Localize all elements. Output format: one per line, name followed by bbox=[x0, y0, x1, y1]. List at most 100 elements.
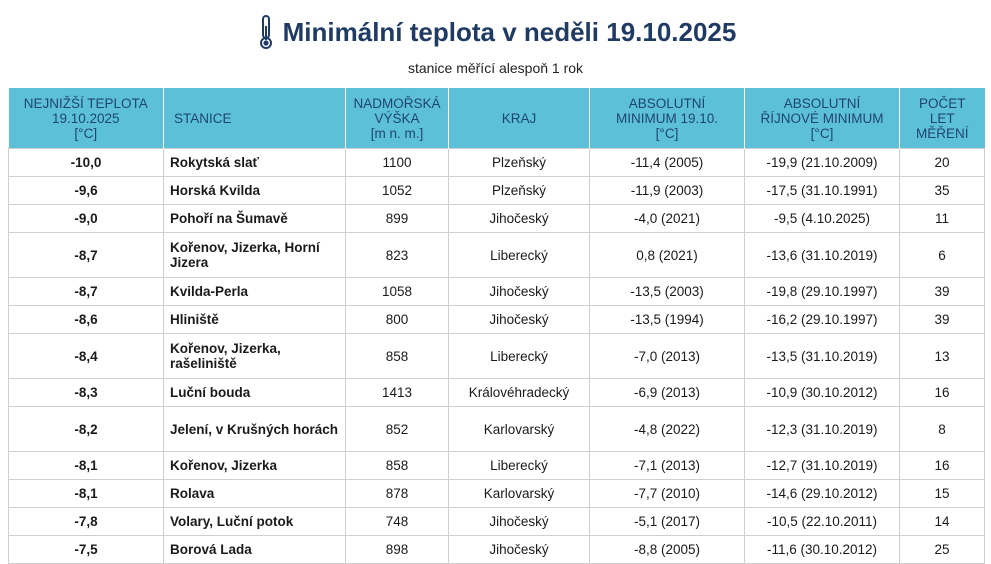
cell-oct-min: -10,5 (22.10.2011) bbox=[744, 507, 900, 536]
cell-oct-min: -13,6 (31.10.2019) bbox=[744, 232, 900, 278]
cell-abs-min: -8,8 (2005) bbox=[589, 535, 745, 564]
cell-oct-min: -17,5 (31.10.1991) bbox=[744, 176, 900, 205]
cell-region: Liberecký bbox=[448, 333, 590, 379]
cell-altitude: 800 bbox=[345, 305, 449, 334]
cell-altitude: 858 bbox=[345, 333, 449, 379]
col-header-abs-min[interactable]: ABSOLUTNÍ MINIMUM 19.10. [°C] bbox=[589, 88, 745, 149]
cell-altitude: 899 bbox=[345, 204, 449, 233]
cell-oct-min: -19,8 (29.10.1997) bbox=[744, 277, 900, 306]
cell-altitude: 1058 bbox=[345, 277, 449, 306]
cell-altitude: 823 bbox=[345, 232, 449, 278]
cell-station: Horská Kvilda bbox=[163, 176, 346, 205]
cell-station: Rokytská slať bbox=[163, 148, 346, 177]
cell-abs-min: -7,0 (2013) bbox=[589, 333, 745, 379]
cell-altitude: 1100 bbox=[345, 148, 449, 177]
cell-oct-min: -14,6 (29.10.2012) bbox=[744, 479, 900, 508]
temperature-table: NEJNIŽŠÍ TEPLOTA 19.10.2025 [°C] STANICE… bbox=[8, 88, 985, 564]
cell-years: 14 bbox=[899, 507, 985, 536]
cell-abs-min: -4,0 (2021) bbox=[589, 204, 745, 233]
cell-years: 35 bbox=[899, 176, 985, 205]
table-row: -8,7 Kvilda-Perla 1058 Jihočeský -13,5 (2003… bbox=[8, 277, 985, 306]
cell-station: Kořenov, Jizerka, rašeliniště bbox=[163, 333, 346, 379]
table-header-row: NEJNIŽŠÍ TEPLOTA 19.10.2025 [°C] STANICE… bbox=[8, 88, 985, 149]
cell-oct-min: -19,9 (21.10.2009) bbox=[744, 148, 900, 177]
cell-years: 25 bbox=[899, 535, 985, 564]
cell-oct-min: -10,9 (30.10.2012) bbox=[744, 378, 900, 407]
cell-altitude: 748 bbox=[345, 507, 449, 536]
cell-years: 39 bbox=[899, 305, 985, 334]
cell-region: Jihočeský bbox=[448, 535, 590, 564]
cell-region: Liberecký bbox=[448, 232, 590, 278]
cell-region: Královéhradecký bbox=[448, 378, 590, 407]
cell-station: Jelení, v Krušných horách bbox=[163, 406, 346, 452]
cell-min-temp: -7,5 bbox=[8, 535, 164, 564]
col-header-years[interactable]: POČET LET MĚŘENÍ bbox=[899, 88, 985, 149]
cell-years: 20 bbox=[899, 148, 985, 177]
cell-min-temp: -10,0 bbox=[8, 148, 164, 177]
cell-min-temp: -9,0 bbox=[8, 204, 164, 233]
cell-years: 39 bbox=[899, 277, 985, 306]
table-row: -8,7 Kořenov, Jizerka, Horní Jizera 823 Lib… bbox=[8, 232, 985, 278]
table-row: -8,1 Rolava 878 Karlovarský -7,7 (2010) -14,6… bbox=[8, 479, 985, 508]
cell-oct-min: -13,5 (31.10.2019) bbox=[744, 333, 900, 379]
cell-min-temp: -8,4 bbox=[8, 333, 164, 379]
cell-min-temp: -8,1 bbox=[8, 479, 164, 508]
cell-abs-min: 0,8 (2021) bbox=[589, 232, 745, 278]
page-header: Minimální teplota v neděli 19.10.2025 st… bbox=[0, 0, 991, 80]
cell-altitude: 898 bbox=[345, 535, 449, 564]
cell-station: Pohoří na Šumavě bbox=[163, 204, 346, 233]
table-row: -8,3 Luční bouda 1413 Královéhradecký -6,9 (… bbox=[8, 378, 985, 407]
col-header-altitude[interactable]: NADMOŘSKÁ VÝŠKA [m n. m.] bbox=[345, 88, 449, 149]
table-row: -10,0 Rokytská slať 1100 Plzeňský -11,4 (200… bbox=[8, 148, 985, 177]
cell-min-temp: -8,2 bbox=[8, 406, 164, 452]
page-title: Minimální teplota v neděli 19.10.2025 bbox=[282, 16, 737, 47]
col-header-oct-min[interactable]: ABSOLUTNÍ ŘÍJNOVÉ MINIMUM [°C] bbox=[744, 88, 900, 149]
cell-region: Liberecký bbox=[448, 451, 590, 480]
table-row: -8,6 Hliniště 800 Jihočeský -13,5 (1994) -16,… bbox=[8, 305, 985, 334]
cell-min-temp: -9,6 bbox=[8, 176, 164, 205]
cell-min-temp: -8,3 bbox=[8, 378, 164, 407]
cell-min-temp: -8,6 bbox=[8, 305, 164, 334]
cell-station: Kvilda-Perla bbox=[163, 277, 346, 306]
cell-years: 8 bbox=[899, 406, 985, 452]
cell-region: Karlovarský bbox=[448, 406, 590, 452]
cell-abs-min: -7,1 (2013) bbox=[589, 451, 745, 480]
page-subtitle: stanice měřící alespoň 1 rok bbox=[407, 60, 584, 76]
table-row: -9,0 Pohoří na Šumavě 899 Jihočeský -4,0 (20… bbox=[8, 204, 985, 233]
table-row: -8,2 Jelení, v Krušných horách 852 Karlovar… bbox=[8, 406, 985, 452]
cell-abs-min: -5,1 (2017) bbox=[589, 507, 745, 536]
cell-region: Jihočeský bbox=[448, 305, 590, 334]
cell-abs-min: -6,9 (2013) bbox=[589, 378, 745, 407]
cell-station: Borová Lada bbox=[163, 535, 346, 564]
thermometer-icon bbox=[259, 15, 272, 49]
col-header-min-temp[interactable]: NEJNIŽŠÍ TEPLOTA 19.10.2025 [°C] bbox=[8, 88, 164, 149]
cell-years: 6 bbox=[899, 232, 985, 278]
cell-oct-min: -12,3 (31.10.2019) bbox=[744, 406, 900, 452]
cell-altitude: 858 bbox=[345, 451, 449, 480]
cell-region: Karlovarský bbox=[448, 479, 590, 508]
cell-min-temp: -7,8 bbox=[8, 507, 164, 536]
cell-altitude: 1413 bbox=[345, 378, 449, 407]
cell-oct-min: -12,7 (31.10.2019) bbox=[744, 451, 900, 480]
cell-region: Plzeňský bbox=[448, 148, 590, 177]
cell-years: 16 bbox=[899, 378, 985, 407]
cell-min-temp: -8,7 bbox=[8, 277, 164, 306]
table-row: -7,8 Volary, Luční potok 748 Jihočeský -5,1 … bbox=[8, 507, 985, 536]
cell-abs-min: -4,8 (2022) bbox=[589, 406, 745, 452]
col-header-station[interactable]: STANICE bbox=[163, 88, 346, 149]
table-row: -9,6 Horská Kvilda 1052 Plzeňský -11,9 (2003… bbox=[8, 176, 985, 205]
cell-years: 11 bbox=[899, 204, 985, 233]
cell-abs-min: -11,9 (2003) bbox=[589, 176, 745, 205]
cell-station: Kořenov, Jizerka, Horní Jizera bbox=[163, 232, 346, 278]
cell-years: 13 bbox=[899, 333, 985, 379]
col-header-region[interactable]: KRAJ bbox=[448, 88, 590, 149]
cell-station: Rolava bbox=[163, 479, 346, 508]
cell-oct-min: -11,6 (30.10.2012) bbox=[744, 535, 900, 564]
cell-altitude: 852 bbox=[345, 406, 449, 452]
cell-years: 16 bbox=[899, 451, 985, 480]
table-row: -7,5 Borová Lada 898 Jihočeský -8,8 (2005) -1… bbox=[8, 535, 985, 564]
cell-oct-min: -16,2 (29.10.1997) bbox=[744, 305, 900, 334]
cell-station: Volary, Luční potok bbox=[163, 507, 346, 536]
cell-station: Hliniště bbox=[163, 305, 346, 334]
cell-abs-min: -13,5 (2003) bbox=[589, 277, 745, 306]
